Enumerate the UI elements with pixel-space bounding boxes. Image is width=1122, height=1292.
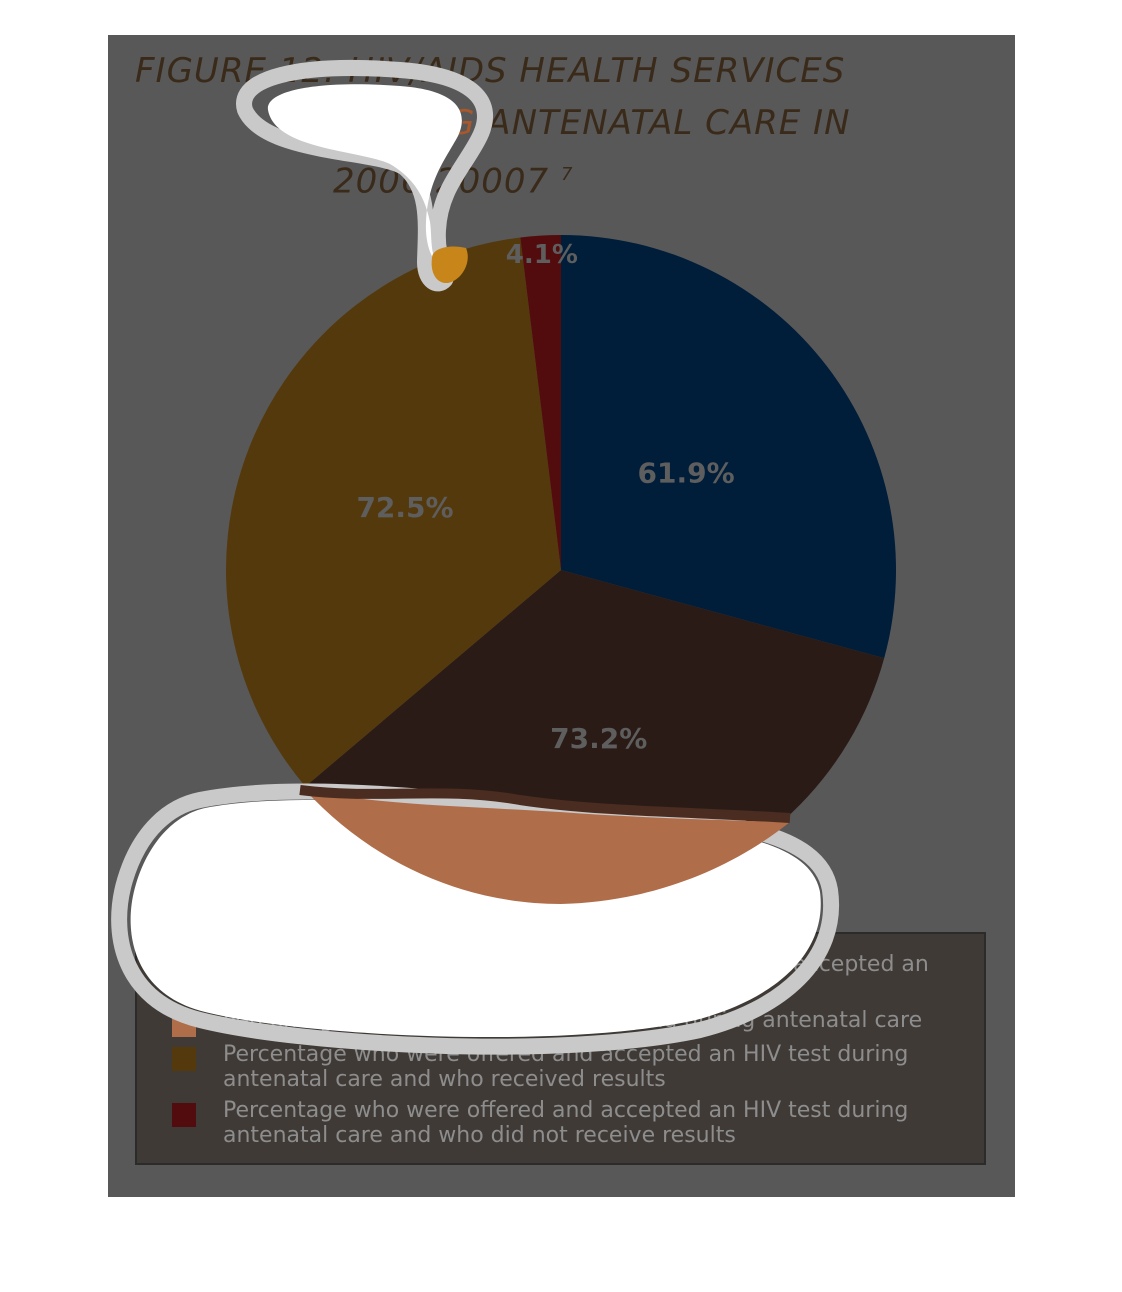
pie-slices [226,235,896,906]
chart-title: FIGURE 12: HIV/AIDS HEALTH SERVICES DURI… [135,45,895,207]
legend-swatch [172,957,196,981]
footnote-marker: 7 [560,164,574,185]
legend-label-line-1: Percentage who received HIV counselling … [223,1008,923,1033]
legend-label-line-1: Percentage who were offered and accepted… [223,1042,909,1067]
legend-label-line-2: antenatal care and who did not receive r… [223,1123,736,1148]
legend-label-line-1: Percentage who were offered and accepted… [223,1098,909,1123]
legend-label-line-2: antenatal care and who received results [223,1067,666,1092]
legend-swatch [172,1103,196,1127]
legend-label: Percentage who received HIV counselling … [223,1008,963,1033]
pie-data-label: 72.5% [356,491,453,524]
pie-slice [561,235,896,659]
chart-legend: Percentage who were counselled, were off… [135,932,986,1165]
pie-data-label: 61.9% [638,456,735,489]
legend-label-line-2: HIV test and who received results [223,977,594,1002]
legend-swatch [172,1013,196,1037]
legend-swatch [172,1047,196,1071]
legend-label-line-1: Percentage who were counselled, were off… [223,952,929,977]
pie-slice [226,237,562,787]
legend-label: Percentage who were offered and accepted… [223,1042,963,1092]
pie-data-labels: 61.9% 73.2% 72.5% 4.1% [356,240,734,755]
title-line-3: 2006/20007 7 [135,149,895,207]
pie-data-label: 4.1% [506,240,578,270]
title-year: 2006/20007 [333,161,550,202]
pie-data-label: 73.2% [550,722,647,755]
title-line-1: FIGURE 12: HIV/AIDS HEALTH SERVICES [135,51,846,91]
legend-label: Percentage who were offered and accepted… [223,1098,963,1148]
title-highlight-word: DURING [333,103,476,143]
legend-label: Percentage who were counselled, were off… [223,952,963,1002]
title-line-2-rest: ANTENATAL CARE IN [475,103,851,143]
title-line-2: DURING ANTENATAL CARE IN [135,97,895,149]
pie-slice [520,235,561,570]
